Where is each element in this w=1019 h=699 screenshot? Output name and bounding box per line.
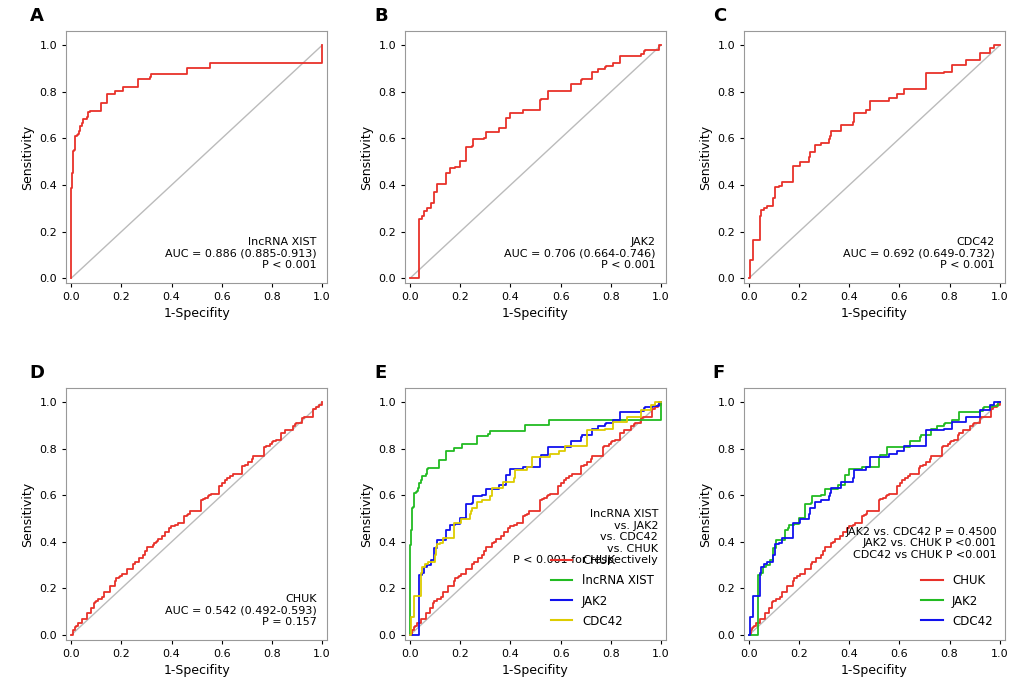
Text: lncRNA XIST
AUC = 0.886 (0.885-0.913)
P < 0.001: lncRNA XIST AUC = 0.886 (0.885-0.913) P …	[165, 237, 316, 271]
X-axis label: 1-Specifity: 1-Specifity	[501, 308, 569, 320]
Legend: CHUK, lncRNA XIST, JAK2, CDC42: CHUK, lncRNA XIST, JAK2, CDC42	[547, 551, 656, 631]
Text: CDC42
AUC = 0.692 (0.649-0.732)
P < 0.001: CDC42 AUC = 0.692 (0.649-0.732) P < 0.00…	[842, 237, 994, 271]
Y-axis label: Sensitivity: Sensitivity	[21, 124, 34, 189]
Text: A: A	[30, 8, 44, 25]
X-axis label: 1-Specifity: 1-Specifity	[841, 664, 907, 677]
Text: F: F	[712, 364, 725, 382]
Text: JAK2
AUC = 0.706 (0.664-0.746)
P < 0.001: JAK2 AUC = 0.706 (0.664-0.746) P < 0.001	[503, 237, 655, 271]
Y-axis label: Sensitivity: Sensitivity	[360, 482, 373, 547]
Y-axis label: Sensitivity: Sensitivity	[21, 482, 34, 547]
Text: D: D	[30, 364, 45, 382]
X-axis label: 1-Specifity: 1-Specifity	[501, 664, 569, 677]
Y-axis label: Sensitivity: Sensitivity	[360, 124, 373, 189]
Y-axis label: Sensitivity: Sensitivity	[698, 124, 711, 189]
X-axis label: 1-Specifity: 1-Specifity	[163, 308, 229, 320]
Legend: CHUK, JAK2, CDC42: CHUK, JAK2, CDC42	[917, 571, 996, 631]
Text: E: E	[374, 364, 386, 382]
X-axis label: 1-Specifity: 1-Specifity	[841, 308, 907, 320]
Text: CHUK
AUC = 0.542 (0.492-0.593)
P = 0.157: CHUK AUC = 0.542 (0.492-0.593) P = 0.157	[165, 594, 316, 627]
Text: B: B	[374, 8, 387, 25]
Text: JAK2 vs. CDC42 P = 0.4500
JAK2 vs. CHUK P <0.001
CDC42 vs CHUK P <0.001: JAK2 vs. CDC42 P = 0.4500 JAK2 vs. CHUK …	[845, 526, 996, 560]
Text: C: C	[712, 8, 726, 25]
X-axis label: 1-Specifity: 1-Specifity	[163, 664, 229, 677]
Text: lncRNA XIST
vs. JAK2
vs. CDC42
vs. CHUK
P < 0.001 for respectively: lncRNA XIST vs. JAK2 vs. CDC42 vs. CHUK …	[513, 509, 657, 565]
Y-axis label: Sensitivity: Sensitivity	[698, 482, 711, 547]
